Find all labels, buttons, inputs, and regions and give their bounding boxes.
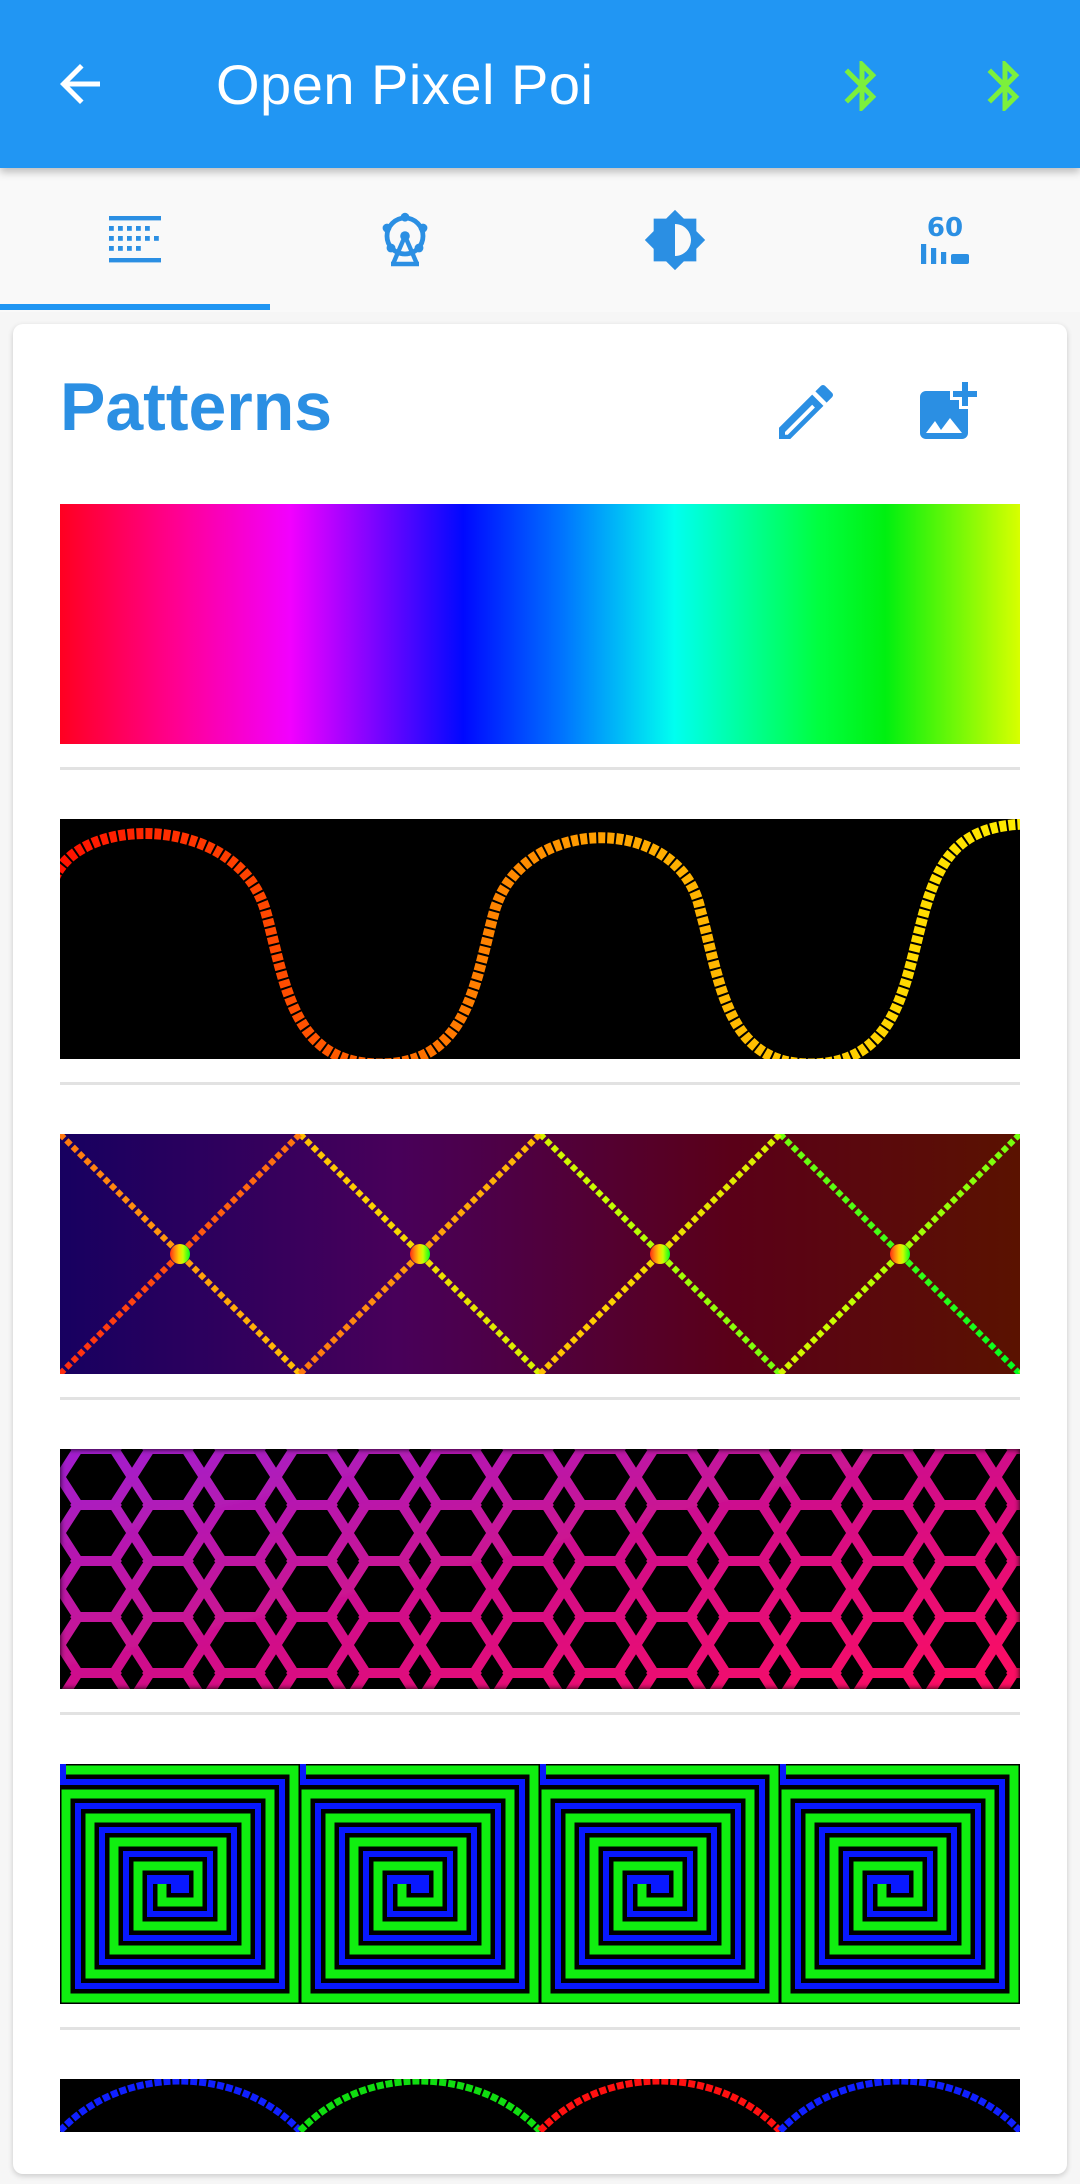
tab-speed[interactable]: 60	[810, 168, 1080, 312]
card-title: Patterns	[60, 369, 333, 445]
divider	[60, 2027, 1020, 2030]
tab-rotation[interactable]	[270, 168, 540, 312]
pattern-item[interactable]	[60, 1764, 1020, 2004]
pattern-item[interactable]	[60, 1449, 1020, 1689]
patterns-icon	[109, 216, 161, 263]
divider	[60, 767, 1020, 770]
svg-text:60: 60	[927, 213, 963, 243]
divider	[60, 1082, 1020, 1085]
speed-60-icon: 60	[921, 213, 969, 264]
sine-wave-pattern	[60, 819, 1020, 1059]
divider	[60, 1397, 1020, 1400]
spiral-pattern	[60, 1764, 1020, 2004]
pattern-item[interactable]	[60, 1134, 1020, 1374]
hexagon-mesh-pattern	[60, 1449, 1020, 1689]
add-image-icon[interactable]	[911, 376, 983, 448]
app-bar: Open Pixel Poi	[0, 0, 1080, 168]
patterns-card: Patterns	[13, 324, 1067, 2174]
bluetooth-icon[interactable]	[975, 52, 1035, 120]
edit-icon[interactable]	[770, 376, 842, 448]
tab-indicator	[0, 304, 270, 310]
scallop-wave-pattern	[60, 2079, 1020, 2132]
pattern-item[interactable]	[60, 2079, 1020, 2132]
brightness-icon	[644, 209, 706, 271]
app-title: Open Pixel Poi	[216, 53, 594, 116]
arrow-back-icon[interactable]	[50, 54, 110, 114]
divider	[60, 1712, 1020, 1715]
diamond-lattice-pattern	[60, 1134, 1020, 1374]
pattern-item[interactable]	[60, 504, 1020, 744]
tab-patterns[interactable]	[0, 168, 270, 312]
rainbow-gradient-pattern	[60, 504, 1020, 744]
pattern-item[interactable]	[60, 819, 1020, 1059]
bluetooth-icon[interactable]	[832, 52, 892, 120]
ferris-wheel-icon	[382, 212, 428, 267]
tab-bar: 60	[0, 168, 1080, 312]
tab-brightness[interactable]	[540, 168, 810, 312]
